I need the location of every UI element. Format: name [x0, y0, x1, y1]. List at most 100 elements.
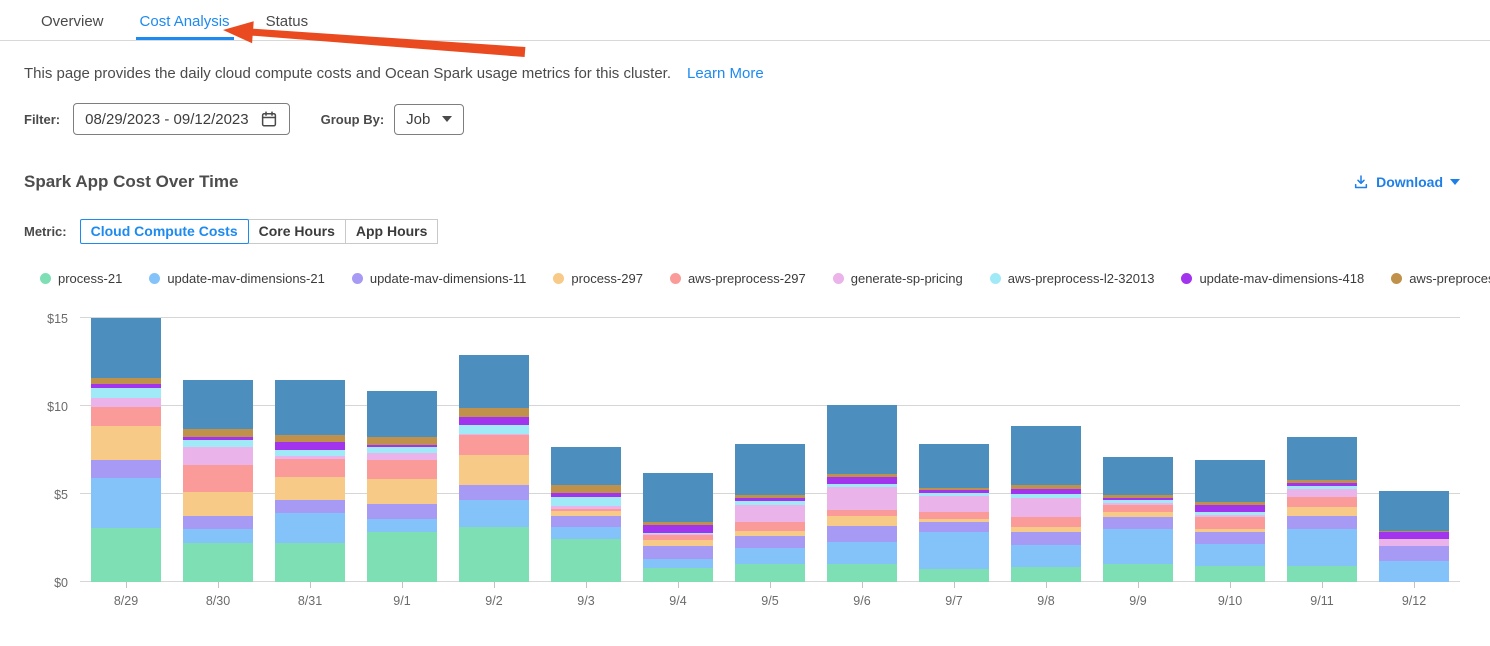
bar-segment-other[interactable]: [551, 446, 621, 485]
bar-segment-update-mav-dimensions-11[interactable]: [275, 500, 345, 514]
bar-segment-process-21[interactable]: [91, 528, 161, 582]
bar-segment-generate-sp-pricing[interactable]: [1195, 514, 1265, 518]
bar-segment-update-mav-dimensions-21[interactable]: [735, 547, 805, 564]
bar-segment-process-297[interactable]: [919, 519, 989, 523]
download-button[interactable]: Download: [1353, 174, 1460, 190]
bar-segment-update-mav-dimensions-21[interactable]: [919, 531, 989, 569]
bar-segment-update-mav-dimensions-21[interactable]: [1379, 561, 1449, 582]
bar-segment-aws-preprocess-l2-32013[interactable]: [1287, 486, 1357, 490]
bar-segment-update-mav-dimensions-418[interactable]: [1379, 531, 1449, 539]
legend-item-aws-preprocess-l2-32013[interactable]: aws-preprocess-l2-32013: [989, 271, 1154, 286]
bar-segment-aws-preprocess-297[interactable]: [183, 465, 253, 492]
bar-segment-other[interactable]: [275, 380, 345, 435]
bar-column-8-29[interactable]: [80, 317, 172, 582]
bar-segment-process-21[interactable]: [735, 563, 805, 582]
bar-segment-update-mav-dimensions-11[interactable]: [367, 504, 437, 520]
bar-segment-aws-preprocess-297[interactable]: [91, 407, 161, 426]
bar-segment-aws-preprocess-l2-32013[interactable]: [367, 447, 437, 454]
bar-segment-update-mav-dimensions-11[interactable]: [827, 525, 897, 542]
bar-column-9-9[interactable]: [1092, 318, 1184, 582]
bar-segment-process-297[interactable]: [91, 425, 161, 460]
bar-column-9-11[interactable]: [1276, 318, 1368, 582]
bar-segment-aws-preprocess-21[interactable]: [1195, 502, 1265, 505]
bar-segment-process-297[interactable]: [1287, 506, 1357, 516]
bar-segment-update-mav-dimensions-11[interactable]: [1103, 516, 1173, 530]
bar-segment-process-21[interactable]: [919, 568, 989, 582]
bar-segment-other[interactable]: [1011, 425, 1081, 486]
bar-segment-update-mav-dimensions-11[interactable]: [1011, 531, 1081, 546]
bar-segment-update-mav-dimensions-418[interactable]: [275, 442, 345, 450]
bar-segment-process-21[interactable]: [1287, 566, 1357, 582]
bar-segment-process-297[interactable]: [367, 478, 437, 505]
bar-segment-other[interactable]: [735, 444, 805, 495]
bar-segment-aws-preprocess-297[interactable]: [919, 511, 989, 520]
bar-segment-update-mav-dimensions-21[interactable]: [1011, 545, 1081, 568]
bar-segment-update-mav-dimensions-21[interactable]: [827, 541, 897, 564]
bar-segment-aws-preprocess-21[interactable]: [919, 488, 989, 491]
bar-segment-update-mav-dimensions-21[interactable]: [459, 499, 529, 527]
stacked-bar[interactable]: [183, 380, 253, 582]
bar-segment-update-mav-dimensions-21[interactable]: [275, 513, 345, 543]
bar-segment-generate-sp-pricing[interactable]: [643, 534, 713, 536]
legend-item-aws-preprocess-21[interactable]: aws-preprocess-21: [1391, 271, 1490, 286]
bar-segment-aws-preprocess-297[interactable]: [643, 535, 713, 541]
bar-segment-other[interactable]: [1195, 460, 1265, 503]
stacked-bar[interactable]: [551, 446, 621, 582]
bar-column-9-2[interactable]: [448, 318, 540, 582]
bar-segment-update-mav-dimensions-21[interactable]: [1195, 544, 1265, 567]
bar-segment-generate-sp-pricing[interactable]: [1103, 502, 1173, 506]
bar-segment-update-mav-dimensions-418[interactable]: [1195, 504, 1265, 512]
bar-segment-generate-sp-pricing[interactable]: [1287, 489, 1357, 498]
bar-segment-update-mav-dimensions-11[interactable]: [183, 516, 253, 530]
stacked-bar[interactable]: [367, 391, 437, 582]
bar-segment-aws-preprocess-21[interactable]: [1011, 485, 1081, 489]
bar-segment-aws-preprocess-21[interactable]: [1103, 494, 1173, 498]
bar-segment-process-21[interactable]: [551, 539, 621, 582]
bar-segment-update-mav-dimensions-11[interactable]: [1287, 515, 1357, 530]
bar-segment-generate-sp-pricing[interactable]: [91, 397, 161, 408]
metric-button-app-hours[interactable]: App Hours: [344, 219, 439, 244]
bar-segment-process-21[interactable]: [643, 567, 713, 582]
bar-segment-other[interactable]: [91, 317, 161, 379]
date-range-picker[interactable]: 08/29/2023 - 09/12/2023: [73, 103, 290, 135]
stacked-bar[interactable]: [91, 317, 161, 582]
bar-segment-process-297[interactable]: [827, 515, 897, 526]
stacked-bar[interactable]: [1103, 457, 1173, 582]
bar-segment-update-mav-dimensions-418[interactable]: [735, 498, 805, 502]
bar-segment-aws-preprocess-297[interactable]: [275, 459, 345, 477]
metric-button-cloud-compute-costs[interactable]: Cloud Compute Costs: [79, 219, 249, 244]
bar-segment-process-21[interactable]: [827, 563, 897, 582]
bar-segment-update-mav-dimensions-418[interactable]: [919, 490, 989, 493]
bar-segment-other[interactable]: [1287, 437, 1357, 480]
bar-segment-other[interactable]: [183, 380, 253, 429]
bar-segment-aws-preprocess-21[interactable]: [183, 428, 253, 437]
bar-segment-process-297[interactable]: [459, 454, 529, 486]
bar-segment-aws-preprocess-l2-32013[interactable]: [91, 388, 161, 398]
bar-segment-aws-preprocess-l2-32013[interactable]: [459, 425, 529, 435]
bar-segment-update-mav-dimensions-418[interactable]: [1011, 488, 1081, 495]
bar-segment-generate-sp-pricing[interactable]: [551, 506, 621, 509]
bar-segment-aws-preprocess-l2-32013[interactable]: [919, 492, 989, 496]
bar-segment-aws-preprocess-l2-32013[interactable]: [275, 449, 345, 456]
bar-column-9-7[interactable]: [908, 318, 1000, 582]
bar-segment-aws-preprocess-297[interactable]: [367, 460, 437, 479]
bar-segment-aws-preprocess-21[interactable]: [1379, 530, 1449, 532]
bar-segment-update-mav-dimensions-418[interactable]: [551, 493, 621, 498]
bar-column-9-8[interactable]: [1000, 318, 1092, 582]
legend-item-update-mav-dimensions-11[interactable]: update-mav-dimensions-11: [351, 271, 526, 286]
bar-segment-aws-preprocess-21[interactable]: [459, 408, 529, 418]
legend-item-update-mav-dimensions-21[interactable]: update-mav-dimensions-21: [149, 271, 325, 286]
bar-segment-aws-preprocess-21[interactable]: [643, 522, 713, 526]
bar-segment-aws-preprocess-l2-32013[interactable]: [551, 497, 621, 507]
bar-segment-aws-preprocess-297[interactable]: [1103, 505, 1173, 513]
bar-segment-process-297[interactable]: [183, 491, 253, 517]
legend-item-update-mav-dimensions-418[interactable]: update-mav-dimensions-418: [1181, 271, 1364, 286]
bar-segment-generate-sp-pricing[interactable]: [183, 447, 253, 466]
legend-item-process-21[interactable]: process-21: [40, 271, 122, 286]
bar-segment-update-mav-dimensions-21[interactable]: [1103, 529, 1173, 565]
bar-column-9-1[interactable]: [356, 318, 448, 582]
bar-segment-aws-preprocess-l2-32013[interactable]: [643, 533, 713, 535]
bar-segment-process-297[interactable]: [1103, 512, 1173, 517]
stacked-bar[interactable]: [1011, 425, 1081, 582]
bar-segment-aws-preprocess-l2-32013[interactable]: [1011, 494, 1081, 498]
